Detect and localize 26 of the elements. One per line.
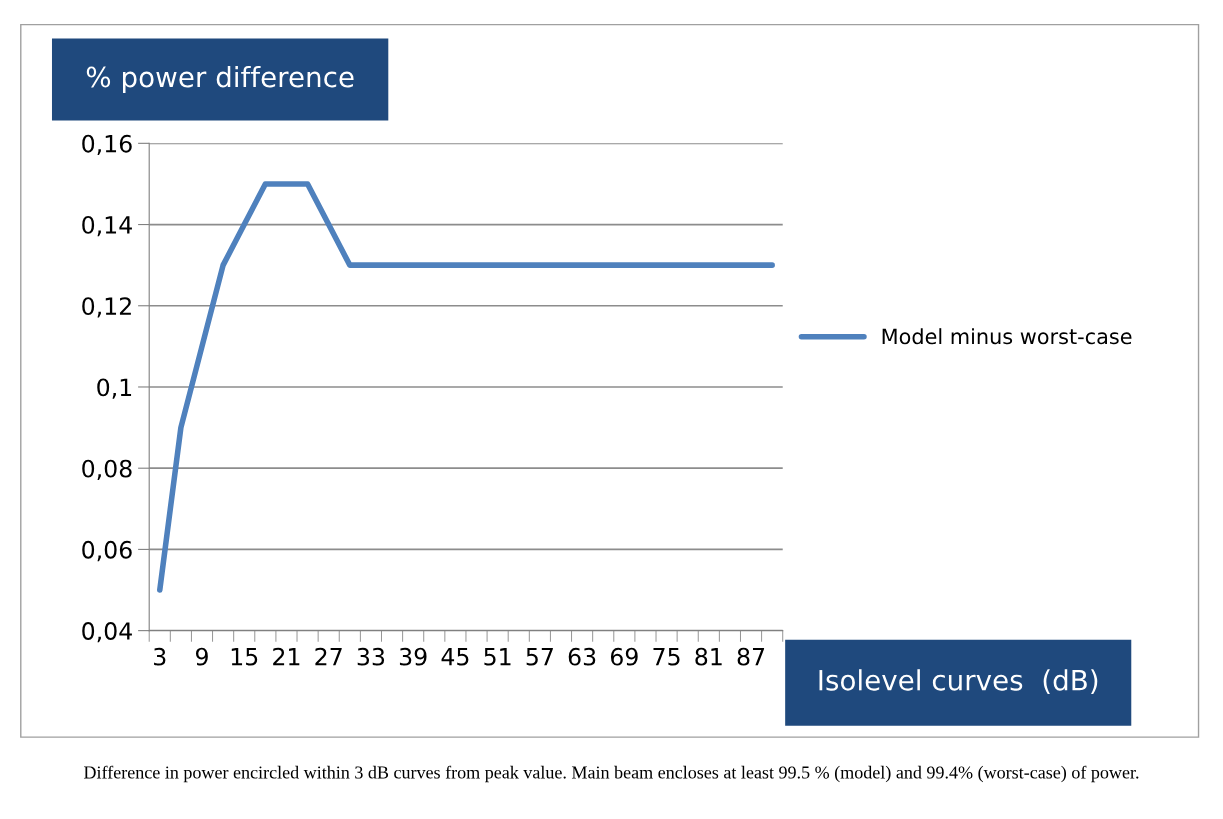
x-tick-label: 63 bbox=[568, 647, 596, 666]
x-tick-label: 3 bbox=[154, 647, 166, 666]
x-tick-label: 45 bbox=[441, 648, 469, 666]
y-axis-title: % power difference bbox=[86, 66, 354, 93]
y-tick-label: 0,08 bbox=[82, 459, 132, 480]
y-tick-label: 0,12 bbox=[82, 297, 131, 318]
x-tick-label: 51 bbox=[484, 648, 511, 666]
y-tick-label: 0,16 bbox=[82, 134, 132, 156]
x-tick-label: 81 bbox=[695, 647, 722, 666]
x-tick-label: 57 bbox=[526, 648, 553, 666]
legend-label: Model minus worst-case bbox=[882, 328, 1132, 345]
y-tick-label: 0,06 bbox=[82, 540, 132, 562]
x-tick-label: 15 bbox=[231, 648, 258, 666]
text: Difference in power encircled within 3 dB curves from peak value. Main beam encloses at least 99.5 % (model) and 99.4% (worst-case) of power. bbox=[83, 765, 1139, 783]
x-tick-label: 9 bbox=[195, 647, 208, 666]
y-tick-label: 0,04 bbox=[82, 622, 132, 643]
x-tick-label: 69 bbox=[610, 647, 638, 666]
y-tick-label: 0,14 bbox=[82, 215, 132, 237]
x-tick-label: 87 bbox=[737, 647, 765, 666]
x-tick-label: 39 bbox=[399, 647, 427, 666]
y-tick-label: 0,1 bbox=[97, 378, 132, 399]
x-tick-label: 75 bbox=[653, 648, 680, 666]
x-axis-title: Isolevel curves (dB) bbox=[819, 669, 1098, 694]
x-tick-label: 33 bbox=[357, 647, 385, 666]
x-tick-label: 27 bbox=[315, 647, 342, 666]
x-tick-label: 21 bbox=[273, 647, 300, 666]
